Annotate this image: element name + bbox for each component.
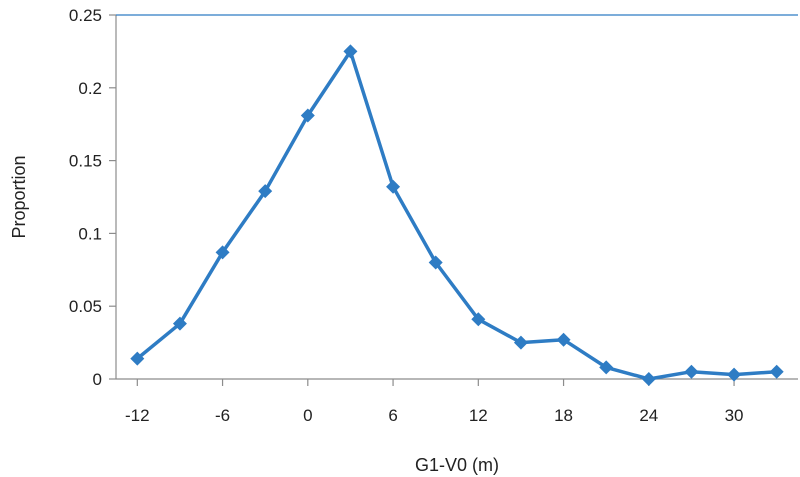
x-axis-ticks: -12 -6 0 6 12 18 24 30 xyxy=(125,379,744,425)
data-point-marker xyxy=(172,316,187,331)
plot-frame xyxy=(115,14,798,380)
data-point-marker xyxy=(727,367,742,382)
x-tick-label: 30 xyxy=(725,406,744,425)
data-point-marker xyxy=(556,332,571,347)
data-point-marker xyxy=(599,360,614,375)
data-point-marker xyxy=(684,364,699,379)
data-point-marker xyxy=(386,179,401,194)
x-tick-label: 6 xyxy=(388,406,397,425)
y-tick-label: 0.25 xyxy=(69,6,102,25)
y-axis-title: Proportion xyxy=(9,155,29,238)
x-tick-label: 18 xyxy=(554,406,573,425)
data-point-marker xyxy=(343,44,358,59)
x-tick-label: 12 xyxy=(469,406,488,425)
y-tick-label: 0.15 xyxy=(69,152,102,171)
data-point-marker xyxy=(130,351,145,366)
data-point-marker xyxy=(215,245,230,260)
y-tick-label: 0.2 xyxy=(78,79,102,98)
data-point-marker xyxy=(300,108,315,123)
y-tick-label: 0 xyxy=(93,370,102,389)
series-layer xyxy=(130,44,784,386)
x-tick-label: 24 xyxy=(639,406,658,425)
data-point-marker xyxy=(428,255,443,270)
y-tick-label: 0.1 xyxy=(78,224,102,243)
x-tick-label: -12 xyxy=(125,406,150,425)
series-line xyxy=(136,49,777,381)
data-point-marker xyxy=(641,372,656,386)
x-tick-label: 0 xyxy=(303,406,312,425)
x-tick-label: -6 xyxy=(215,406,230,425)
y-tick-label: 0.05 xyxy=(69,297,102,316)
data-point-marker xyxy=(769,364,784,379)
y-axis-ticks: 0 0.05 0.1 0.15 0.2 0.25 xyxy=(69,6,116,389)
data-point-marker xyxy=(471,312,486,327)
data-point-marker xyxy=(258,184,273,199)
x-axis-title: G1-V0 (m) xyxy=(415,455,499,475)
data-point-marker xyxy=(513,335,528,350)
